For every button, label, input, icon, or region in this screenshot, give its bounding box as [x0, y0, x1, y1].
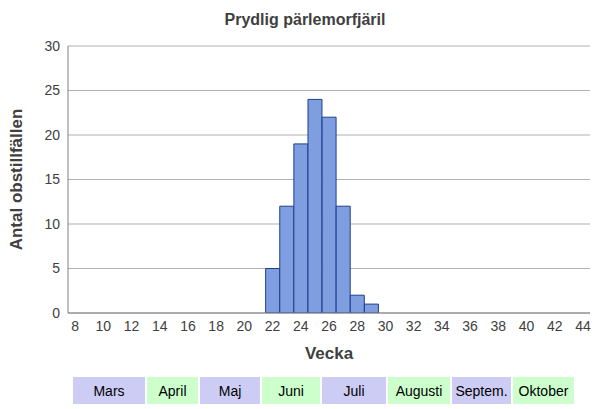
svg-text:20: 20 [44, 127, 60, 143]
svg-text:12: 12 [124, 318, 140, 334]
svg-text:44: 44 [575, 318, 591, 334]
svg-text:16: 16 [180, 318, 196, 334]
svg-text:Vecka: Vecka [305, 344, 354, 363]
svg-text:42: 42 [547, 318, 563, 334]
html-text:April: April [158, 382, 187, 399]
svg-text:24: 24 [293, 318, 309, 334]
svg-text:14: 14 [152, 318, 168, 334]
svg-text:36: 36 [462, 318, 478, 334]
svg-text:38: 38 [491, 318, 507, 334]
svg-text:18: 18 [208, 318, 224, 334]
svg-text:30: 30 [378, 318, 394, 334]
svg-text:10: 10 [95, 318, 111, 334]
html-text:Augusti: Augusti [395, 382, 443, 399]
svg-text:22: 22 [265, 318, 281, 334]
svg-text:20: 20 [237, 318, 253, 334]
svg-text:40: 40 [519, 318, 535, 334]
html-text:Oktober: Oktober [518, 382, 569, 399]
svg-text:30: 30 [44, 38, 60, 54]
html-text:Juli: Juli [343, 382, 365, 399]
svg-text:28: 28 [349, 318, 365, 334]
svg-text:32: 32 [406, 318, 422, 334]
svg-text:26: 26 [321, 318, 337, 334]
svg-text:15: 15 [44, 171, 60, 187]
html-text:Mars: Mars [93, 382, 125, 399]
svg-text:10: 10 [44, 216, 60, 232]
svg-text:Antal obstillfällen: Antal obstillfällen [8, 109, 26, 251]
html-text:Septem.: Septem. [455, 382, 508, 399]
svg-text:34: 34 [434, 318, 450, 334]
svg-text:5: 5 [52, 260, 60, 276]
html-text:Prydlig pärlemorfjäril: Prydlig pärlemorfjäril [224, 11, 386, 28]
html-text:Juni: Juni [278, 382, 304, 399]
html-text:Maj: Maj [218, 382, 242, 399]
svg-text:8: 8 [71, 318, 79, 334]
svg-text:0: 0 [52, 305, 60, 321]
svg-text:25: 25 [44, 82, 60, 98]
